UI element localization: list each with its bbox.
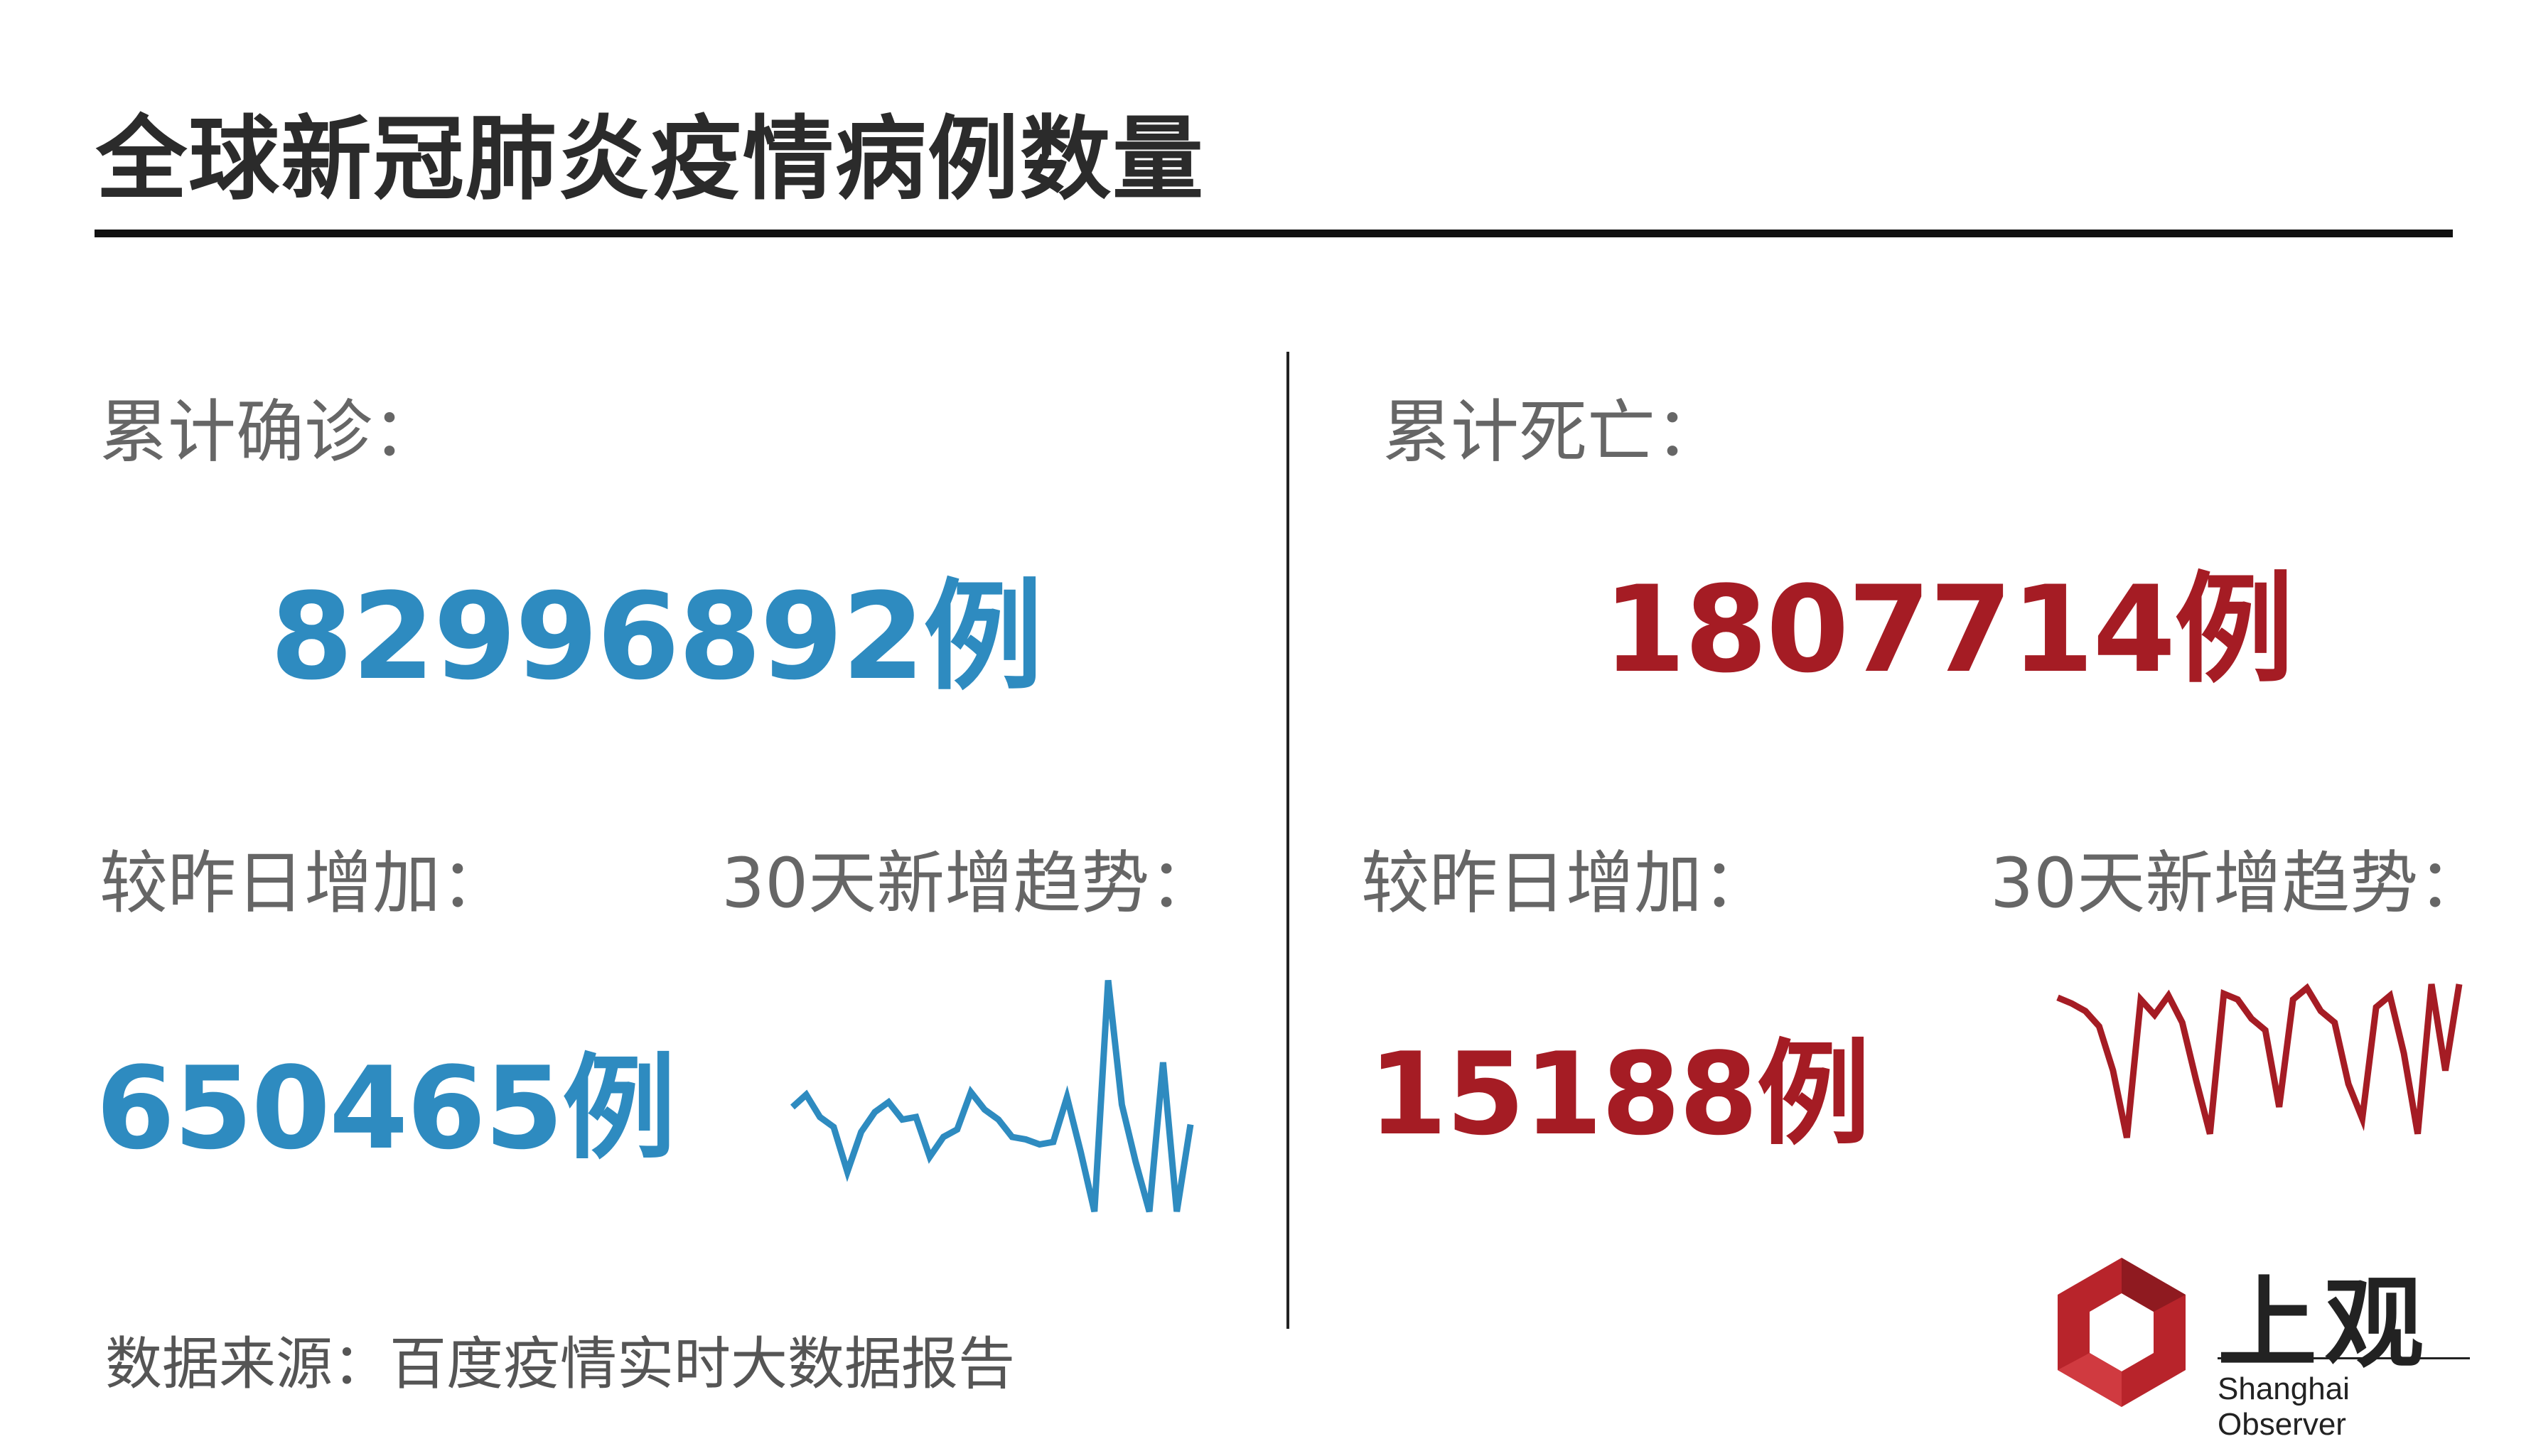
shanghai-observer-logo: 上观 Shanghai Observer xyxy=(2040,1251,2473,1428)
confirmed-trend-label: 30天新增趋势： xyxy=(721,828,1218,927)
deaths-increase-label: 较昨日增加： xyxy=(1361,828,1770,927)
deaths-trend-line xyxy=(2058,984,2459,1138)
deaths-increase: 15188例 xyxy=(1368,1002,1869,1167)
deaths-trend-label: 30天新增趋势： xyxy=(1990,828,2486,927)
confirmed-trend-line xyxy=(792,981,1191,1212)
logo-mark-icon xyxy=(2040,1251,2203,1414)
confirmed-trend-sparkline xyxy=(792,963,1191,1212)
logo-name: 上观 xyxy=(2218,1244,2431,1387)
column-divider xyxy=(1286,352,1289,1329)
deaths-label: 累计死亡： xyxy=(1382,377,1724,475)
confirmed-increase-label: 较昨日增加： xyxy=(100,828,509,927)
confirmed-total: 82996892例 xyxy=(270,540,1041,713)
confirmed-increase: 650465例 xyxy=(96,1016,675,1181)
deaths-total: 1807714例 xyxy=(1603,533,2292,706)
logo-subtitle: Shanghai Observer xyxy=(2218,1371,2473,1442)
title-divider xyxy=(95,230,2453,237)
page-title: 全球新冠肺炎疫情病例数量 xyxy=(96,85,1205,217)
confirmed-label: 累计确诊： xyxy=(100,377,441,475)
data-source: 数据来源：百度疫情实时大数据报告 xyxy=(105,1318,1015,1401)
deaths-trend-sparkline xyxy=(2058,984,2459,1176)
logo-underline xyxy=(2218,1357,2470,1359)
